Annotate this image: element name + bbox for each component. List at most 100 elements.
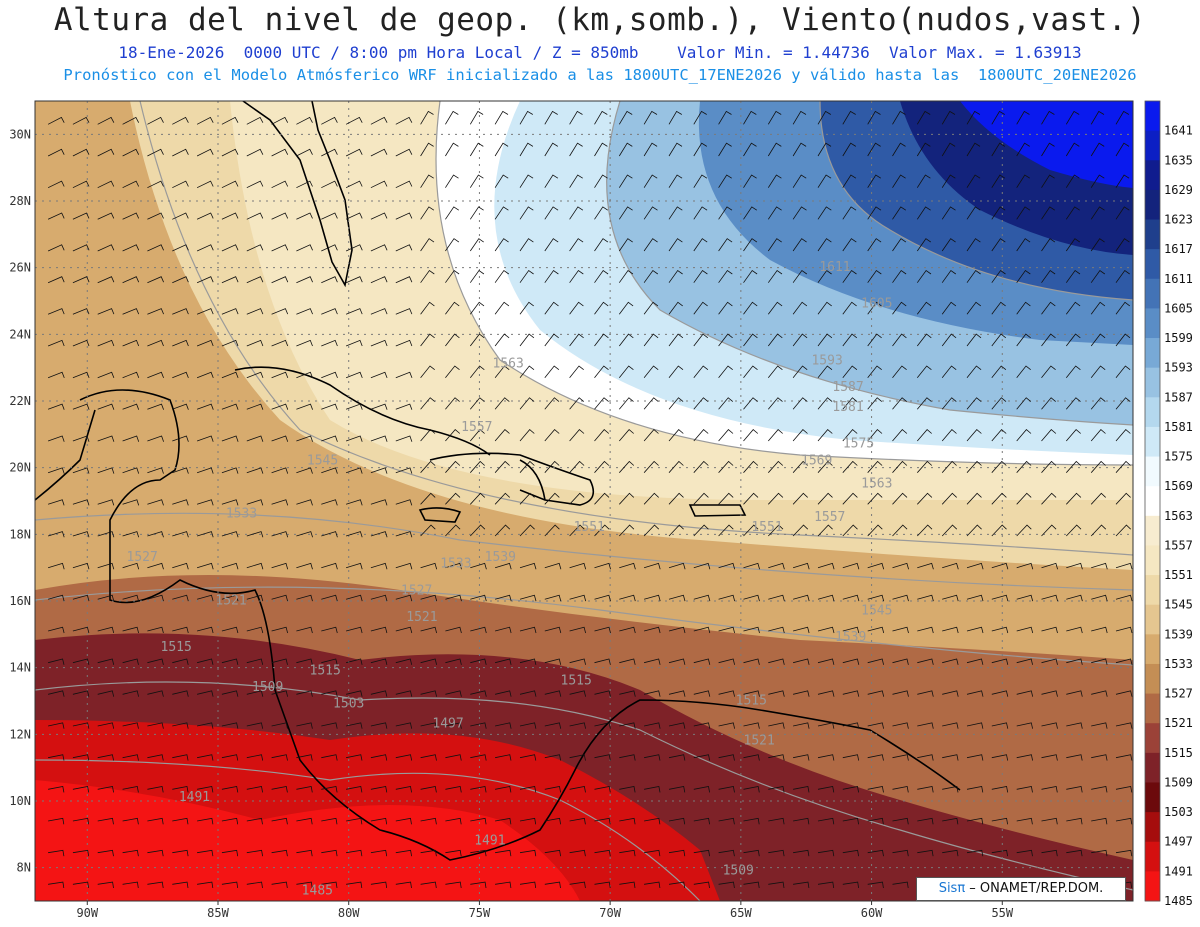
wind-barb [296, 308, 313, 315]
wind-barb [271, 594, 288, 602]
wind-barb [469, 142, 484, 157]
wind-barb [370, 754, 388, 761]
wind-barb [321, 722, 338, 729]
map-title: Altura del nivel de geop. (km,somb.), Vi… [53, 2, 1147, 38]
wind-barb [942, 690, 959, 697]
wind-barb [370, 562, 388, 570]
wind-barb [768, 658, 785, 665]
wind-barb [1066, 722, 1083, 729]
wind-barb [296, 849, 313, 857]
wind-barb [743, 206, 758, 220]
wind-barb [122, 116, 140, 125]
wind-barb [842, 817, 859, 825]
wind-barb [246, 116, 264, 125]
wind-barb [693, 397, 709, 410]
wind-barb [47, 403, 65, 410]
wind-barb [494, 333, 510, 347]
wind-barb [941, 333, 957, 347]
wind-barb [97, 403, 115, 410]
wind-barb [917, 492, 933, 505]
wind-barb [172, 562, 189, 570]
wind-barb [1041, 817, 1058, 825]
wind-barb [147, 722, 164, 729]
wind-barb [122, 881, 139, 889]
wind-barb [966, 817, 984, 825]
wind-barb [817, 365, 833, 378]
wind-barb [370, 371, 388, 379]
colorbar-label: 1569 [1164, 479, 1193, 493]
wind-barb [196, 403, 214, 410]
wind-barb [495, 690, 512, 697]
wind-barb [569, 301, 584, 315]
wind-barb [271, 626, 288, 634]
wind-barb [867, 881, 884, 889]
wind-barb [892, 594, 909, 602]
wind-barb [618, 333, 634, 347]
wind-barb [668, 881, 686, 889]
wind-barb [544, 786, 561, 793]
wind-barb [668, 365, 684, 378]
wind-barb [147, 817, 164, 825]
wind-barb [420, 754, 437, 761]
wind-barb [420, 562, 438, 570]
wind-barb [966, 722, 984, 729]
coastlines [35, 101, 961, 861]
wind-barb [345, 594, 363, 602]
wind-barb [743, 110, 757, 125]
wind-barb [172, 722, 189, 729]
wind-barb [1016, 460, 1032, 473]
wind-barb [197, 658, 214, 665]
wind-barb [792, 142, 807, 157]
contour-value-label: 1527 [127, 550, 158, 565]
wind-barb [321, 658, 338, 665]
wind-barb [1066, 817, 1083, 825]
wind-barb [842, 110, 856, 125]
wind-barb [420, 786, 437, 793]
wind-barb [544, 142, 559, 157]
wind-barb [917, 690, 934, 697]
wind-barb [569, 110, 583, 125]
wind-barb [718, 110, 732, 125]
wind-barb [793, 817, 810, 825]
wind-barb [892, 142, 906, 157]
wind-barb [867, 722, 884, 729]
wind-barb [1090, 238, 1105, 252]
wind-barb [370, 786, 388, 793]
wind-barb [321, 562, 338, 570]
wind-barb [544, 626, 562, 634]
wind-barb [221, 881, 239, 889]
wind-barb [743, 594, 760, 602]
colorbar-swatch [1145, 189, 1160, 221]
wind-barb [470, 658, 487, 665]
wind-barb [519, 460, 535, 473]
wind-barb [569, 142, 583, 157]
wind-barb [618, 206, 633, 220]
wind-barb [643, 460, 659, 473]
wind-barb [594, 365, 609, 378]
wind-barb [718, 174, 732, 188]
wind-barb [370, 244, 388, 252]
wind-barb [271, 276, 289, 284]
wind-barb [469, 301, 485, 315]
colorbar-swatch [1145, 841, 1160, 872]
wind-barb [72, 180, 90, 189]
lon-tick-label: 70W [599, 906, 621, 920]
wind-barb [494, 429, 510, 442]
wind-barb [594, 333, 609, 347]
contour-value-label: 1533 [440, 557, 471, 572]
wind-barb [494, 142, 509, 157]
wind-barb [370, 339, 388, 347]
wind-barb [197, 690, 214, 697]
wind-barb [420, 817, 437, 825]
wind-barb [867, 690, 885, 697]
wind-barb [221, 531, 239, 538]
wind-barb [693, 786, 710, 793]
wind-barb [693, 365, 709, 378]
wind-barb [321, 244, 338, 252]
wind-barb [594, 594, 611, 602]
wind-barb [345, 435, 363, 442]
wind-barb [1090, 333, 1106, 347]
colorbar-label: 1521 [1164, 716, 1193, 730]
wind-barb [172, 276, 189, 284]
wind-barb [321, 690, 338, 697]
